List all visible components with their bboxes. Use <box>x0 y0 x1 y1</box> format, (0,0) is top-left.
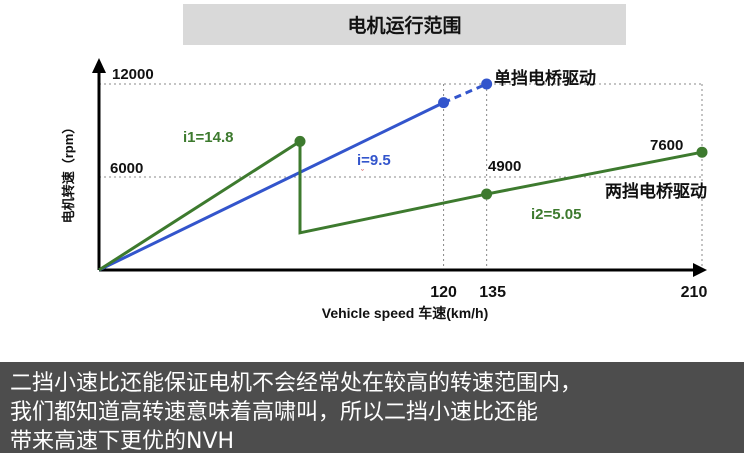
series-line-single-gear <box>98 101 445 272</box>
caption-line-2: 我们都知道高转速意味着高啸叫，所以二挡小速比还能 <box>10 400 539 425</box>
data-point <box>294 135 306 147</box>
caption-line-1: 二挡小速比还能保证电机不会经常处在较高的转速范围内， <box>10 371 583 396</box>
x-tick-label: 135 <box>479 284 506 301</box>
y-axis-label: 电机转速（rpm） <box>61 121 76 224</box>
chart-title: 电机运行范围 <box>183 4 626 45</box>
x-tick-label: 120 <box>430 284 457 301</box>
y-tick-label: 12000 <box>112 66 154 83</box>
ratio-label-gear2: i2=5.05 <box>531 206 581 223</box>
data-point <box>696 146 708 158</box>
data-label-7600: 7600 <box>650 137 683 154</box>
ratio-label-gear1: i1=14.8 <box>183 129 233 146</box>
data-label-4900: 4900 <box>488 158 521 175</box>
x-axis-arrow <box>693 263 707 277</box>
series-line-single-gear-extension <box>442 82 488 104</box>
x-tick-label: 210 <box>681 284 708 301</box>
data-point <box>481 188 493 200</box>
data-point <box>438 97 450 109</box>
series-line-two-speed <box>98 138 703 272</box>
series-label-single-gear: 单挡电桥驱动 <box>494 68 596 88</box>
y-axis-arrow <box>92 58 106 73</box>
ratio-label-single: i=9.5 <box>357 152 391 169</box>
caption-box: 二挡小速比还能保证电机不会经常处在较高的转速范围内， 我们都知道高转速意味着高啸… <box>0 362 744 453</box>
y-tick-label: 6000 <box>110 160 143 177</box>
x-axis-label: Vehicle speed 车速(km/h) <box>322 305 489 321</box>
series-label-two-speed: 两挡电桥驱动 <box>605 181 707 201</box>
caret-mark: ˇ <box>361 168 364 178</box>
data-point <box>481 78 493 90</box>
chart-plot: 12000 6000 120 135 210 Vehicle speed 车速(km/h)… <box>61 58 708 321</box>
caption-line-3: 带来高速下更优的NVH <box>10 429 235 453</box>
